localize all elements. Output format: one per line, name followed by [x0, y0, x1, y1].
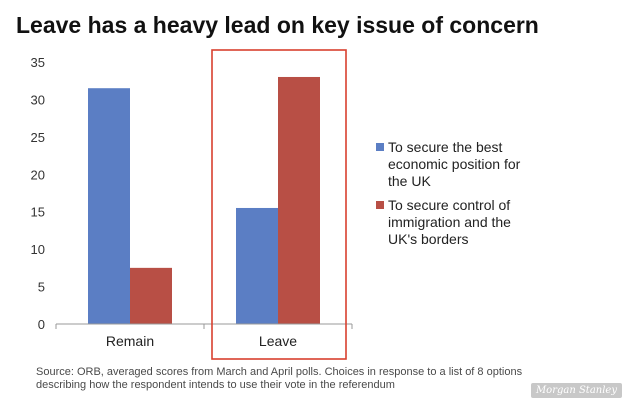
- bars: [88, 76, 320, 324]
- category-label-remain: Remain: [106, 333, 154, 349]
- category-labels: Remain Leave: [106, 333, 297, 349]
- legend-label-1-line-2: economic position for: [388, 156, 521, 172]
- y-tick-label-15: 15: [31, 205, 45, 220]
- legend-label-2-line-2: immigration and the: [388, 214, 511, 230]
- legend-label-1-line-1: To secure the best: [388, 139, 503, 155]
- legend-label-2-line-3: UK's borders: [388, 231, 468, 247]
- chart-title: Leave has a heavy lead on key issue of c…: [16, 12, 539, 38]
- bar-remain-series-2: [130, 267, 172, 324]
- y-tick-label-30: 30: [31, 92, 45, 107]
- y-tick-label-0: 0: [38, 317, 45, 332]
- legend-swatch-1: [376, 143, 384, 151]
- source-note: Source: ORB, averaged scores from March …: [36, 366, 523, 391]
- y-tick-label-25: 25: [31, 130, 45, 145]
- bar-remain-series-1: [88, 88, 130, 324]
- y-tick-label-5: 5: [38, 280, 45, 295]
- highlight-box: [211, 49, 347, 360]
- highlight-box-group: [211, 49, 347, 360]
- y-tick-label-10: 10: [31, 242, 45, 257]
- watermark-logo: Morgan Stanley: [530, 383, 622, 398]
- y-tick-label-20: 20: [31, 167, 45, 182]
- legend-label-1-line-3: the UK: [388, 173, 431, 189]
- category-label-leave: Leave: [259, 333, 297, 349]
- y-axis-ticks: 0 5 10 15 20 25 30 35: [31, 55, 45, 332]
- bar-leave-series-1: [236, 207, 278, 324]
- y-tick-label-35: 35: [31, 55, 45, 70]
- bar-leave-series-2: [278, 76, 320, 324]
- legend-swatch-2: [376, 201, 384, 209]
- legend-label-2-line-1: To secure control of: [388, 197, 510, 213]
- x-axis: [55, 323, 353, 329]
